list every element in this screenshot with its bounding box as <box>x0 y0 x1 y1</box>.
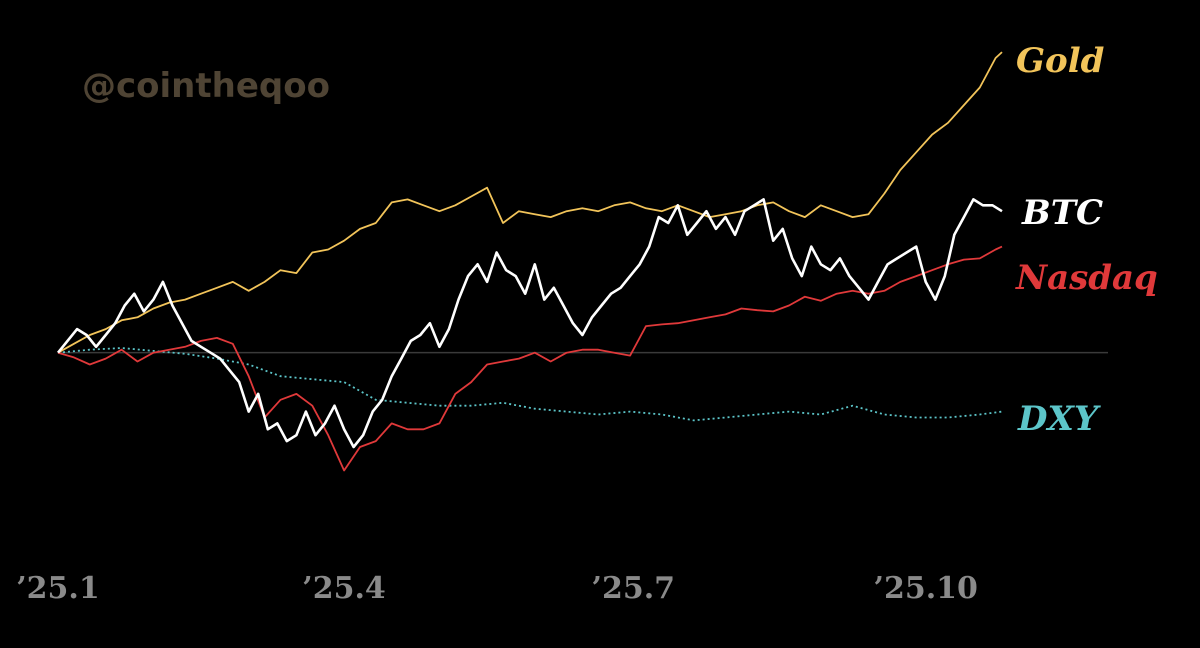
series-label-dxy: DXY <box>1017 399 1101 439</box>
x-tick-label: ’25.7 <box>592 571 676 606</box>
x-tick-label: ’25.1 <box>16 571 100 606</box>
series-line-nasdaq <box>57 245 1003 472</box>
x-tick-label: ’25.10 <box>874 571 978 606</box>
series-label-btc: BTC <box>1021 193 1103 233</box>
series-line-dxy <box>57 347 1003 422</box>
x-tick-label: ’25.4 <box>302 571 386 606</box>
watermark: @cointheqoo <box>82 66 330 106</box>
series-label-gold: Gold <box>1016 41 1105 81</box>
series-layer <box>56 51 1003 472</box>
x-axis-ticks: ’25.1 ’25.4 ’25.7 ’25.10 <box>16 571 978 606</box>
series-label-nasdaq: Nasdaq <box>1015 258 1158 298</box>
series-line-btc <box>56 198 1003 449</box>
series-line-gold <box>57 51 1003 354</box>
series-labels: Gold BTC Nasdaq DXY <box>1015 41 1158 439</box>
